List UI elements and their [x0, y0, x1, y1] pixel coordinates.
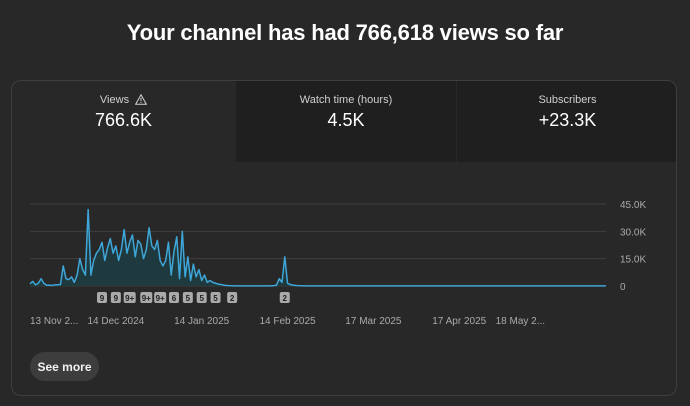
video-badge-label: 2 [230, 294, 235, 303]
video-badge-bg [97, 292, 107, 303]
x-tick-label: 17 Apr 2025 [432, 316, 486, 327]
video-badge[interactable]: 5 [196, 292, 207, 303]
y-tick-label: 30.0K [620, 227, 646, 238]
video-badge[interactable]: 5 [210, 292, 221, 303]
metric-tabs: Views 766.6K Watch time (hours) 4.5K Sub… [12, 81, 676, 162]
video-badge[interactable]: 2 [227, 292, 238, 303]
y-tick-label: 45.0K [620, 200, 646, 211]
tab-views-label: Views [99, 94, 130, 106]
x-tick-label: 13 Nov 2... [30, 316, 78, 327]
views-area [30, 209, 606, 286]
video-badge-label: 5 [186, 294, 191, 303]
video-badge[interactable]: 9+ [123, 292, 136, 303]
tab-watch-time-value: 4.5K [327, 110, 365, 130]
video-badge[interactable]: 9+ [154, 292, 167, 303]
video-badge[interactable]: 5 [182, 292, 193, 303]
video-badge-bg [210, 292, 221, 303]
page-title: Your channel has had 766,618 views so fa… [126, 20, 564, 45]
tab-views-label-row: Views [12, 94, 235, 106]
tab-subscribers[interactable]: Subscribers +23.3K [456, 81, 676, 162]
video-badge-bg [182, 292, 193, 303]
x-tick-label: 14 Jan 2025 [174, 316, 229, 327]
video-badge[interactable]: 9 [110, 292, 121, 303]
x-tick-label: 14 Dec 2024 [87, 316, 144, 327]
video-badge-bg [140, 292, 153, 303]
video-badge-label: 9+ [125, 294, 134, 303]
video-badge-label: 6 [172, 294, 177, 303]
video-badge-label: 9 [114, 294, 119, 303]
y-tick-label: 0 [620, 282, 626, 293]
x-tick-label: 18 May 2... [496, 316, 545, 327]
video-badge-bg [227, 292, 238, 303]
tab-subscribers-label: Subscribers [538, 94, 597, 106]
analytics-card: Views 766.6K Watch time (hours) 4.5K Sub… [11, 80, 677, 396]
tab-views[interactable]: Views 766.6K [12, 81, 235, 162]
tab-subscribers-value: +23.3K [538, 110, 597, 130]
tab-watch-time-label: Watch time (hours) [299, 94, 393, 106]
tab-watch-time[interactable]: Watch time (hours) 4.5K [235, 81, 456, 162]
x-tick-label: 17 Mar 2025 [345, 316, 402, 327]
video-badge-bg [169, 292, 179, 303]
video-badge-label: 5 [199, 294, 204, 303]
video-badge-bg [196, 292, 207, 303]
views-line [29, 208, 606, 287]
video-badge-bg [279, 292, 290, 303]
video-badge[interactable]: 9+ [140, 292, 153, 303]
video-badge-bg [123, 292, 136, 303]
tab-views-value: 766.6K [94, 110, 153, 130]
video-badge-bg [154, 292, 167, 303]
video-badge-label: 9+ [156, 294, 165, 303]
y-tick-label: 15.0K [620, 255, 646, 266]
video-badge[interactable]: 6 [169, 292, 179, 303]
video-badge-label: 9+ [142, 294, 151, 303]
video-badge-label: 2 [283, 294, 288, 303]
video-badge[interactable]: 9 [97, 292, 107, 303]
video-badge-label: 9 [100, 294, 105, 303]
video-badge-bg [110, 292, 121, 303]
warning-icon[interactable] [135, 94, 148, 105]
video-badge-label: 5 [213, 294, 218, 303]
see-more-button[interactable]: See more [30, 352, 99, 381]
video-badge[interactable]: 2 [279, 292, 290, 303]
x-tick-label: 14 Feb 2025 [259, 316, 316, 327]
